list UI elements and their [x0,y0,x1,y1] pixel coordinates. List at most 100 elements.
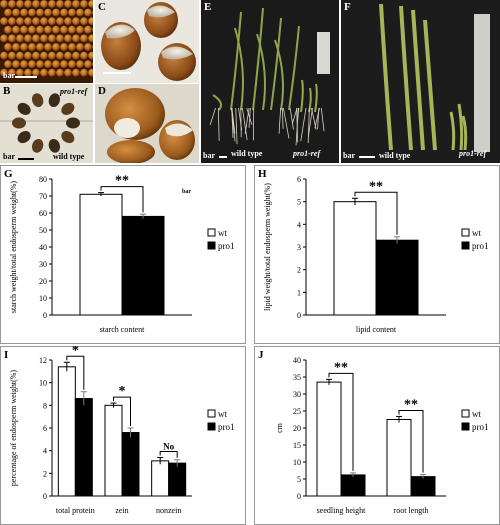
y-tick-label: 2 [297,266,301,275]
category-label: nonzein [156,506,181,515]
y-tick-label: 35 [293,373,301,382]
mutant-label: pro1-ref [459,150,486,158]
y-tick-label: 40 [293,356,301,365]
legend-label-wt: wt [218,409,227,419]
panel-letter-c: C [98,2,106,13]
scale-bar-label: bar [203,152,215,160]
photo-panel-f: F bar wild type pro1-ref [341,0,500,163]
chart-g-svg: G 0 10 20 30 40 50 60 70 80 starch weight/total en… [0,165,246,344]
category-label: lipid content [356,325,397,334]
significance-mark: ** [334,360,348,375]
category-label: root length [394,506,429,515]
bar-wt [105,405,122,496]
genotype-label-top: pro1-ref [60,88,87,96]
panel-letter-e: E [204,2,211,13]
legend-label-wt: wt [472,228,481,238]
panel-letter: J [258,349,264,361]
y-tick-label: 2 [43,469,47,478]
panel-letter: G [4,168,13,180]
chart-panel-i: I 0 2 4 6 8 10 12 percentage of endosperm weight… [0,346,246,525]
y-axis-label: lipid weight/total endosperm weight(%) [263,183,272,311]
significance-mark: ** [404,397,418,412]
y-tick-label: 1 [297,288,301,297]
scale-bar-label: bar [3,72,15,80]
y-tick-label: 70 [39,192,47,201]
y-tick-label: 8 [43,401,47,410]
y-tick-label: 80 [39,175,47,184]
wild-type-label: wild type [379,152,410,160]
legend-swatch-wt [462,410,469,417]
panel-letter: I [4,349,8,361]
legend-label-pro1: pro1 [472,422,489,432]
y-axis-label: starch weight/total endosperm weight(%) [9,181,18,314]
bar-pro1 [341,475,365,496]
y-tick-label: 10 [39,294,47,303]
chart-j-svg: J 0 5 10 15 20 25 30 35 40 cm ** seedling height ** ro… [254,346,500,525]
scale-bar-label: bar [343,152,355,160]
photo-panel-a: bar [0,0,93,83]
photo-panel-d: D [95,84,199,163]
y-tick-label: 10 [293,458,301,467]
chart-panel-g: G 0 10 20 30 40 50 60 70 80 starch weight/total en… [0,165,246,344]
y-tick-label: 6 [297,175,301,184]
y-tick-label: 40 [39,243,47,252]
photo-panel-c: C [95,0,199,83]
bar-pro1 [411,477,435,496]
bar-wt [387,420,411,497]
chart-panel-h: H 0 1 2 3 4 5 6 lipid weight/total endosperm wei… [254,165,500,344]
bar-pro1 [122,216,164,315]
bar-pro1 [169,463,186,496]
chart-annotation: bar [182,189,191,195]
legend-label-pro1: pro1 [218,422,235,432]
mutant-label: pro1-ref [293,150,320,158]
scale-bar [359,156,375,158]
y-tick-label: 4 [297,220,301,229]
bar-pro1 [75,399,92,496]
category-label: starch content [100,325,145,334]
y-tick-label: 0 [297,492,301,501]
wild-type-label: wild type [231,150,262,158]
legend-label-pro1: pro1 [472,241,489,251]
category-label: zein [115,506,128,515]
legend-swatch-wt [208,229,215,236]
scale-bar [219,156,227,158]
significance-mark: * [72,346,79,358]
chart-frame [255,347,500,525]
legend-swatch-pro1 [208,242,215,249]
y-tick-label: 4 [43,447,47,456]
y-tick-label: 20 [39,277,47,286]
scale-bar [103,72,131,74]
y-axis-label: cm [275,422,284,433]
y-tick-label: 30 [293,390,301,399]
y-tick-label: 60 [39,209,47,218]
legend-label-wt: wt [218,228,227,238]
y-tick-label: 10 [39,379,47,388]
bar-pro1 [122,433,139,496]
y-tick-label: 50 [39,226,47,235]
y-tick-label: 12 [39,356,47,365]
y-tick-label: 15 [293,441,301,450]
category-label: seedling height [317,506,366,515]
scale-bar [15,76,37,78]
seedlings-shoots-photo [341,0,500,163]
legend-swatch-wt [208,410,215,417]
bar-wt [317,382,341,496]
y-tick-label: 30 [39,260,47,269]
y-tick-label: 0 [43,492,47,501]
legend-swatch-wt [462,229,469,236]
photo-panel-e: E bar wild type pro1-ref [201,0,339,163]
legend-swatch-pro1 [462,242,469,249]
panel-letter-f: F [344,2,351,13]
kernels-photo-d [95,84,199,163]
chart-h-svg: H 0 1 2 3 4 5 6 lipid weight/total endosperm wei… [254,165,500,344]
bar-wt [152,461,169,496]
photo-panel-b: B pro1-ref bar wild type [0,84,93,163]
category-label: total protein [56,506,95,515]
scale-bar-label: bar [3,153,15,161]
legend-label-wt: wt [472,409,481,419]
bar-wt [334,202,376,315]
y-tick-label: 0 [43,311,47,320]
y-tick-label: 5 [297,198,301,207]
legend-swatch-pro1 [208,423,215,430]
significance-mark: No [163,441,174,451]
